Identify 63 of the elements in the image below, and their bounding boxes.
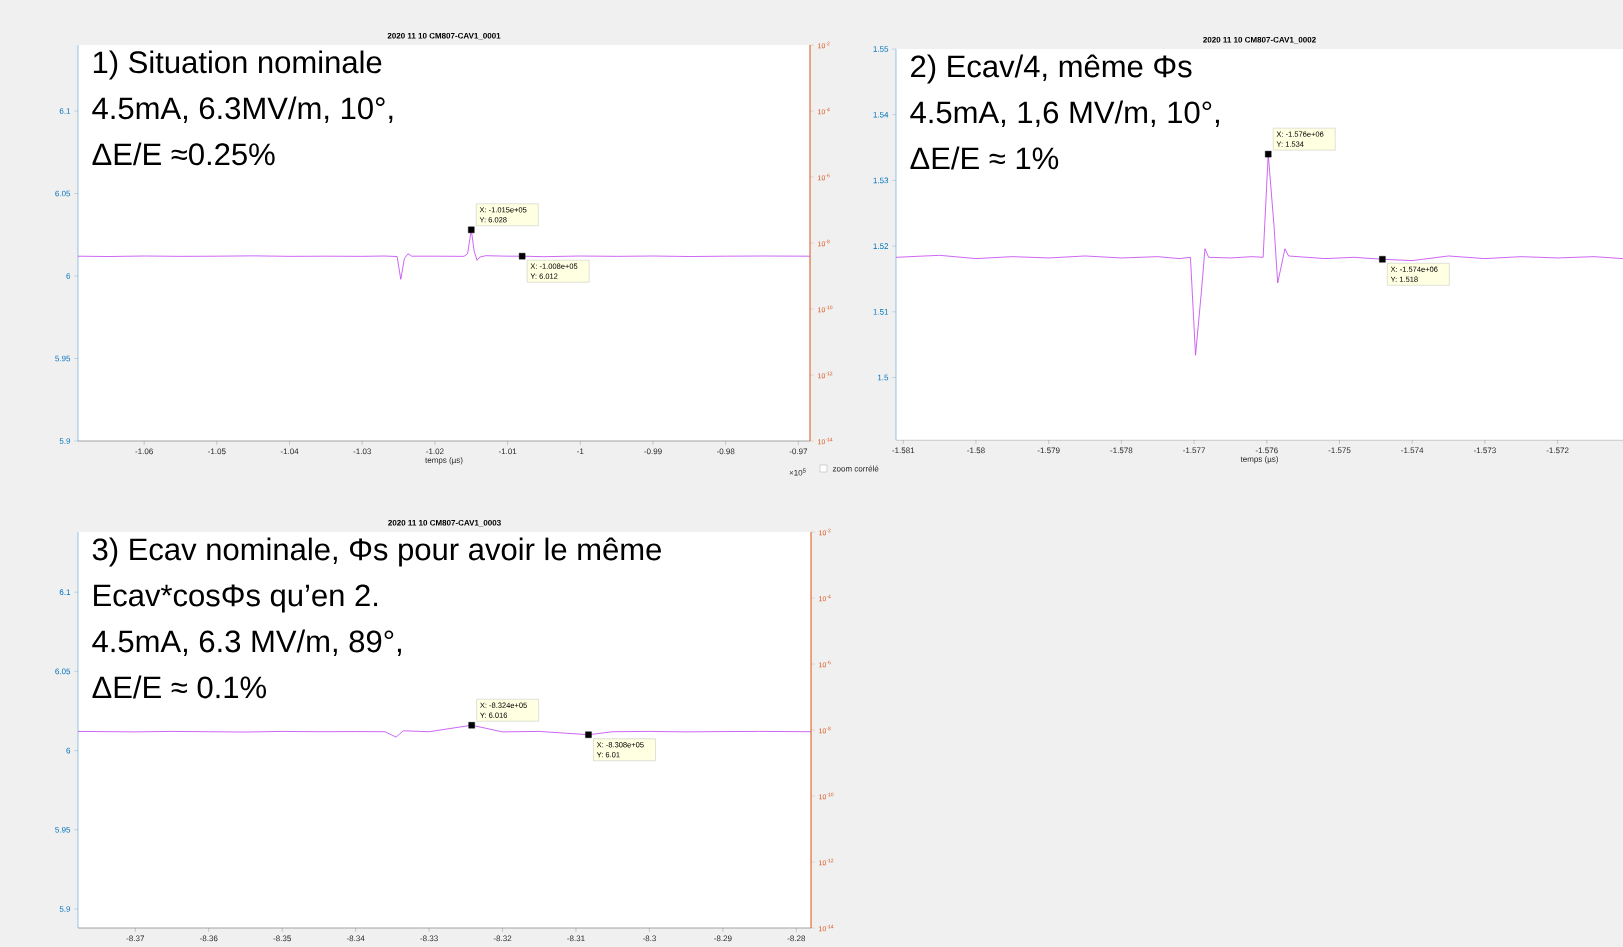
annotation: 1) Situation nominale: [93, 50, 382, 80]
x-tick-label: -0.97: [789, 448, 808, 455]
y-tick-label: 5.9: [59, 438, 71, 444]
x-tick-label: -1: [577, 448, 584, 455]
chart-title: 2020 11 10 CM807-CAV1_0003: [388, 519, 501, 527]
annotation: 3) Ecav nominale, Φs pour avoir le même: [92, 537, 661, 567]
x-tick-label: -1.576: [1255, 447, 1278, 454]
x-tick-label: -8.3: [642, 935, 656, 942]
chart-title: 2020 11 10 CM807-CAV1_0002: [1203, 36, 1316, 44]
x-tick-label: -1.581: [892, 447, 915, 454]
y-tick-label: 6.05: [55, 190, 71, 197]
x-tick-label: -0.98: [716, 448, 735, 455]
x-tick-label: -8.34: [346, 935, 365, 942]
x-tick-label: -1.579: [1037, 447, 1060, 454]
annotation: 4.5mA, 6.3MV/m, 10°,: [92, 96, 393, 123]
x-tick-label: -1.04: [280, 448, 299, 455]
x-tick-label: -1.572: [1546, 447, 1569, 454]
x-tick-label: -8.37: [126, 935, 145, 942]
y-tick-label: 5.95: [55, 826, 71, 833]
chart-title: 2020 11 10 CM807-CAV1_0001: [387, 32, 501, 40]
y-tick-label: 1.51: [873, 309, 889, 315]
x-tick-label: -1.03: [353, 448, 371, 455]
y-tick-label: 6.1: [59, 589, 71, 596]
y-tick-label: 6.1: [59, 108, 71, 114]
annotation: 2) Ecav/4, même Φs: [911, 54, 1192, 84]
x-tick-label: -1.574: [1401, 447, 1424, 454]
x-tick-label: -8.33: [420, 935, 438, 942]
text: ×10$^{5}$: [789, 468, 806, 476]
x-tick-label: -1.573: [1473, 447, 1496, 454]
annotation: ΔE/E ≈0.25%: [92, 142, 275, 166]
y-tick-label: 1.53: [873, 177, 889, 184]
x-tick-label: -8.29: [714, 935, 732, 942]
y-tick-label: 6.05: [55, 668, 71, 675]
x-tick-label: -8.28: [787, 935, 806, 942]
x-tick-label: -8.36: [199, 935, 218, 942]
annotation: 4.5mA, 1,6 MV/m, 10°,: [910, 100, 1219, 128]
x-tick-label: -8.35: [273, 935, 291, 942]
annotation: 4.5mA, 6.3 MV/m, 89°,: [92, 629, 401, 657]
x-tick-label: -8.32: [493, 935, 512, 942]
x-tick-label: -0.99: [644, 448, 662, 455]
x-tick-label: -1.578: [1110, 447, 1133, 454]
annotation: ΔE/E ≈ 0.1%: [92, 675, 266, 699]
x-tick-label: -1.05: [208, 448, 226, 455]
y-tick-label: 5.95: [55, 355, 71, 362]
x-axis-title: temps (µs): [425, 457, 463, 465]
x-axis-title: temps (µs): [1240, 456, 1278, 464]
annotation: Ecav*cosΦs qu’en 2.: [94, 584, 378, 613]
x-tick-label: -1.577: [1183, 447, 1206, 454]
annotation: ΔE/E ≈ 1%: [910, 146, 1059, 170]
x-tick-label: -1.575: [1328, 447, 1351, 454]
y-tick-label: 1.54: [873, 111, 889, 118]
y-tick-label: 1.55: [873, 46, 889, 52]
x-tick-label: -1.01: [498, 448, 517, 455]
text: zoom corrélé: [832, 465, 879, 472]
y-tick-label: 1.52: [873, 243, 889, 249]
y-tick-label: 6: [66, 747, 71, 754]
y-tick-label: 5.9: [59, 906, 71, 912]
y-tick-label: 6: [66, 273, 71, 279]
y-tick-label: 1.5: [877, 374, 889, 381]
x-tick-label: -1.58: [967, 447, 985, 454]
x-tick-label: -1.02: [426, 448, 444, 455]
x-tick-label: -8.31: [567, 935, 585, 942]
x-tick-label: -1.06: [135, 448, 153, 455]
